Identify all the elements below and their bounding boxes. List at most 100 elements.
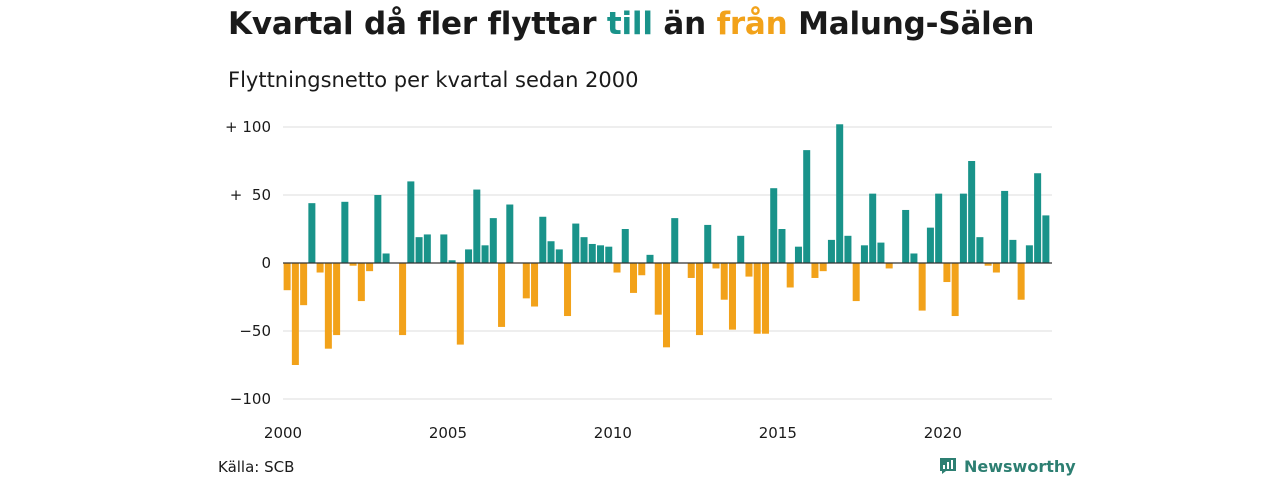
bar-2002Q2 <box>357 263 365 302</box>
bar-2012Q2 <box>687 263 695 278</box>
bar-2018Q2 <box>885 263 893 269</box>
bar-2004Q2 <box>423 234 431 263</box>
bar-2008Q1 <box>547 241 555 263</box>
brand-name: Newsworthy <box>964 456 1076 476</box>
bar-2019Q4 <box>935 193 943 263</box>
bar-2014Q2 <box>753 263 761 334</box>
bar-2002Q3 <box>366 263 374 272</box>
bar-2013Q3 <box>728 263 736 330</box>
bar-2022Q4 <box>1034 173 1042 263</box>
bar-2022Q2 <box>1017 263 1025 300</box>
bar-2019Q3 <box>926 227 934 263</box>
bar-2010Q1 <box>613 263 621 273</box>
bar-2017Q3 <box>860 245 868 263</box>
bar-2006Q3 <box>498 263 506 327</box>
bar-2013Q2 <box>720 263 728 300</box>
bar-2007Q2 <box>522 263 530 299</box>
bar-2020Q1 <box>943 263 951 283</box>
bar-2004Q1 <box>415 237 423 263</box>
bar-2006Q2 <box>489 218 497 263</box>
bar-2009Q3 <box>597 245 605 263</box>
bar-2013Q4 <box>737 235 745 263</box>
bar-2016Q1 <box>811 263 819 278</box>
bar-2002Q1 <box>349 263 357 266</box>
bar-2000Q1 <box>283 263 291 291</box>
bar-2015Q1 <box>778 229 786 263</box>
y-tick-label: 0 <box>261 254 271 272</box>
bar-2023Q1 <box>1042 215 1050 263</box>
bar-2018Q4 <box>902 209 910 263</box>
title-fran-word: från <box>716 6 788 42</box>
x-tick-label: 2005 <box>429 424 467 442</box>
x-tick-label: 2000 <box>264 424 302 442</box>
bar-2001Q2 <box>324 263 332 349</box>
bar-2013Q1 <box>712 263 720 269</box>
bar-2001Q1 <box>316 263 324 273</box>
bar-2000Q3 <box>300 263 308 306</box>
bar-2015Q4 <box>803 150 811 263</box>
bar-2003Q3 <box>399 263 407 336</box>
chart-subtitle: Flyttningsnetto per kvartal sedan 2000 <box>228 68 639 92</box>
bar-2021Q3 <box>992 263 1000 273</box>
bar-2011Q1 <box>646 254 654 263</box>
bar-2015Q3 <box>794 246 802 263</box>
bar-2009Q1 <box>580 237 588 263</box>
bar-2009Q4 <box>605 246 613 263</box>
source-label: Källa: SCB <box>218 458 295 476</box>
bar-2007Q3 <box>531 263 539 307</box>
newsworthy-logo-icon <box>940 458 956 474</box>
bar-2014Q3 <box>761 263 769 334</box>
x-tick-label: 2015 <box>759 424 797 442</box>
y-tick-label: −50 <box>239 322 271 340</box>
bar-2019Q1 <box>910 253 918 263</box>
bar-2014Q1 <box>745 263 753 277</box>
bar-2017Q4 <box>869 193 877 263</box>
bar-2003Q4 <box>407 181 415 263</box>
bar-2004Q4 <box>440 234 448 263</box>
bar-2020Q2 <box>951 263 959 317</box>
bar-2010Q2 <box>621 229 629 263</box>
bar-2022Q3 <box>1025 245 1033 263</box>
bar-2007Q4 <box>539 216 547 263</box>
bar-2012Q3 <box>695 263 703 336</box>
bar-2020Q4 <box>968 161 976 263</box>
bar-2015Q2 <box>786 263 794 288</box>
bars <box>283 124 1050 365</box>
y-axis-ticks: + 100 + 50 0 −50 −100 <box>225 118 271 408</box>
bar-2001Q4 <box>341 201 349 263</box>
bar-2016Q2 <box>819 263 827 272</box>
bar-2000Q4 <box>308 203 316 263</box>
x-axis-ticks: 2000 2005 2010 2015 2020 <box>264 424 962 442</box>
bar-2011Q4 <box>671 218 679 263</box>
bar-2011Q3 <box>662 263 671 348</box>
y-tick-label: −100 <box>230 390 271 408</box>
x-tick-label: 2010 <box>594 424 632 442</box>
bar-2016Q3 <box>827 239 835 263</box>
bar-2016Q4 <box>836 124 844 263</box>
bar-2008Q3 <box>564 263 572 317</box>
bar-2020Q3 <box>959 193 967 263</box>
title-part-1: Kvartal då fler flyttar <box>228 6 607 42</box>
bar-2012Q4 <box>704 224 712 263</box>
bar-2011Q2 <box>654 263 662 315</box>
bar-2021Q2 <box>984 263 992 266</box>
title-part-3: Malung-Sälen <box>787 6 1035 42</box>
bar-2021Q1 <box>976 237 984 263</box>
bar-2014Q4 <box>770 188 778 263</box>
bar-2010Q4 <box>638 263 646 276</box>
x-tick-label: 2020 <box>924 424 962 442</box>
chart-title: Kvartal då fler flyttar till än från Mal… <box>228 6 1034 42</box>
bar-2019Q2 <box>918 263 926 311</box>
bar-2006Q1 <box>481 245 489 263</box>
bar-2001Q3 <box>333 263 341 336</box>
bar-2006Q4 <box>506 204 514 263</box>
bar-2017Q1 <box>844 235 852 263</box>
title-part-2: än <box>652 6 717 42</box>
bar-2002Q4 <box>374 195 382 263</box>
bar-2021Q4 <box>1001 190 1009 263</box>
bar-2008Q4 <box>572 223 580 263</box>
bar-2017Q2 <box>852 263 860 302</box>
bar-2005Q3 <box>465 249 473 263</box>
bar-2022Q1 <box>1009 239 1017 263</box>
